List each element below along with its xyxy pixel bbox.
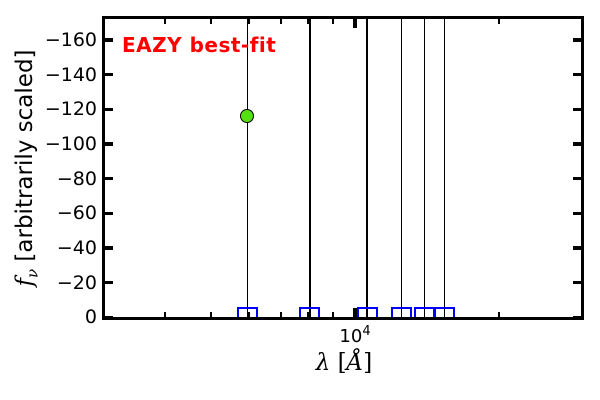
y-axis-label: fν [arbitrarily scaled] [12,18,44,318]
y-major-tick [105,211,113,216]
lambda-symbol: λ [315,350,331,376]
y-major-tick [573,211,581,216]
y-tick-label: −40 [56,236,97,259]
x-minor-tick [163,312,167,317]
x-minor-tick [209,312,213,317]
x-minor-tick [497,19,501,24]
filter-line [309,19,311,317]
y-major-tick [573,176,581,181]
angstrom-symbol: Å [346,350,364,376]
photometry-square-marker [236,306,258,317]
plot-frame [102,16,584,320]
filter-line [400,19,402,317]
plot-area [105,19,581,317]
y-major-tick [573,315,581,317]
y-major-tick [105,107,113,112]
filter-line [246,19,248,317]
x-axis-tick-label: 104 [324,324,386,347]
y-major-tick [573,38,581,42]
y-major-tick [573,142,581,146]
y-tick-label: −140 [44,63,97,86]
x-minor-tick [163,19,167,24]
y-tick-label: −80 [56,167,97,190]
y-major-tick [105,176,113,181]
x-minor-tick [247,19,251,24]
annotation-eazy-best-fit: EAZY best-fit [122,33,277,57]
best-fit-circle-marker [240,109,255,124]
y-tick-label: −100 [44,132,97,155]
ylabel-rest: [arbitrarily scaled] [12,49,38,269]
xlabel-bracket-open: [ [330,350,347,376]
x-minor-tick [331,312,335,317]
photometry-square-marker [356,306,378,317]
y-tick-label: −60 [56,202,97,225]
y-major-tick [105,38,113,42]
y-major-tick [573,280,581,285]
flux-symbol: f [12,278,38,287]
y-major-tick [105,315,113,317]
x-minor-tick [279,19,283,24]
y-tick-label: −120 [44,98,97,121]
y-tick-label: −20 [56,271,97,294]
filter-line [366,19,368,317]
y-major-tick [105,72,113,77]
x-minor-tick [331,19,335,24]
filter-line [444,19,446,317]
y-major-tick [573,72,581,77]
x-minor-tick [279,312,283,317]
filter-line [423,19,425,317]
y-major-tick [105,280,113,285]
x-minor-tick [209,19,213,24]
photometry-square-marker [299,306,321,317]
photometry-square-marker [434,306,456,317]
x-minor-tick [247,312,251,317]
y-major-tick [573,107,581,112]
y-tick-label: −160 [44,29,97,51]
y-major-tick [105,142,113,146]
photometry-square-marker [390,306,412,317]
photometry-square-marker [413,306,435,317]
y-major-tick [105,246,113,250]
x-minor-tick [497,312,501,317]
nu-subscript: ν [23,268,42,278]
x-tick-base: 10 [339,326,363,347]
x-axis-label: λ [Å] [264,350,424,376]
x-major-tick [353,19,357,28]
x-major-tick [353,308,357,317]
y-major-tick [573,246,581,250]
xlabel-bracket-close: ] [363,350,373,376]
x-tick-exponent: 4 [362,324,371,339]
x-minor-tick [307,312,310,317]
y-tick-label: 0 [84,306,97,329]
x-minor-tick [307,19,310,24]
